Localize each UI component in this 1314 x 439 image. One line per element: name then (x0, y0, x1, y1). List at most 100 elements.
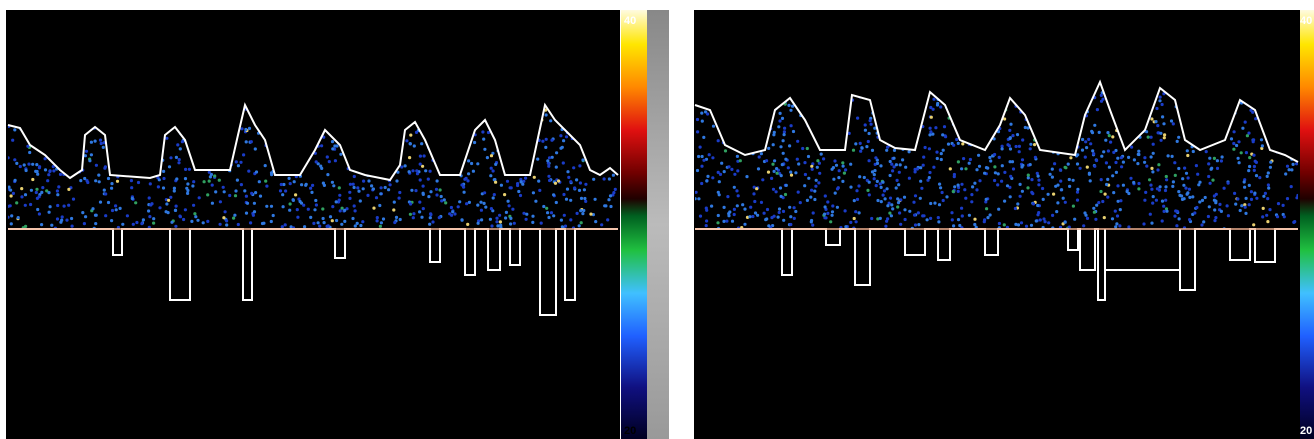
speckle-dot (1183, 166, 1187, 170)
speckle-dot (400, 165, 404, 169)
speckle-dot (110, 208, 115, 213)
speckle-dot (919, 166, 923, 170)
speckle-dot (730, 219, 735, 223)
speckle-dot (1003, 199, 1007, 203)
speckle-dot (38, 165, 42, 169)
speckle-dot (778, 111, 782, 115)
speckle-dot (1232, 141, 1236, 146)
speckle-dot (102, 188, 106, 192)
speckle-dot (9, 222, 13, 226)
speckle-dot (244, 194, 248, 198)
speckle-dot (765, 207, 770, 212)
speckle-dot (254, 170, 259, 174)
speckle-dot (1184, 171, 1189, 175)
speckle-dot (919, 179, 923, 183)
speckle-dot (1180, 197, 1185, 201)
speckle-dot (716, 139, 720, 143)
speckle-dot (1014, 222, 1018, 226)
speckle-dot (736, 169, 740, 173)
speckle-dot (977, 153, 981, 157)
speckle-dot (1150, 166, 1154, 170)
speckle-dot (770, 176, 774, 180)
speckle-dot (960, 206, 964, 210)
speckle-dot (1091, 149, 1095, 153)
speckle-dot (10, 214, 14, 218)
speckle-dot (1248, 156, 1252, 160)
speckle-dot (483, 191, 487, 195)
speckle-dot (378, 224, 382, 228)
speckle-dot (1188, 218, 1192, 222)
speckle-dot (223, 210, 227, 214)
speckle-dot (319, 164, 323, 168)
speckle-dot (222, 216, 226, 220)
speckle-dot (1177, 190, 1181, 194)
speckle-dot (1127, 225, 1131, 229)
speckle-dot (854, 220, 858, 224)
speckle-dot (110, 182, 114, 186)
speckle-dot (1247, 183, 1251, 187)
speckle-dot (1157, 163, 1161, 167)
speckle-dot (29, 202, 33, 207)
speckle-dot (31, 177, 35, 182)
speckle-dot (1109, 140, 1113, 144)
speckle-dot (83, 154, 87, 158)
speckle-dot (70, 216, 74, 221)
speckle-dot (13, 158, 17, 162)
speckle-dot (1220, 155, 1224, 159)
speckle-dot (408, 212, 412, 216)
speckle-dot (567, 175, 571, 179)
speckle-dot (546, 211, 550, 215)
speckle-dot (752, 192, 756, 196)
speckle-dot (1159, 131, 1163, 135)
speckle-dot (1226, 181, 1230, 185)
speckle-dot (960, 214, 964, 218)
speckle-dot (1010, 160, 1015, 164)
speckle-dot (1154, 198, 1158, 202)
right-color-bar (1300, 10, 1314, 439)
speckle-dot (700, 119, 704, 123)
speckle-dot (913, 223, 918, 227)
speckle-dot (297, 197, 301, 201)
speckle-dot (1151, 142, 1155, 146)
speckle-dot (548, 178, 552, 183)
speckle-dot (1092, 210, 1096, 214)
speckle-dot (1023, 125, 1027, 130)
speckle-dot (522, 179, 526, 183)
speckle-dot (611, 193, 615, 197)
speckle-dot (956, 183, 960, 187)
speckle-dot (779, 145, 783, 149)
speckle-dot (1037, 178, 1041, 182)
speckle-dot (397, 196, 401, 200)
speckle-dot (771, 187, 776, 191)
upper-envelope (694, 79, 1299, 163)
speckle-dot (1119, 199, 1123, 203)
speckle-dot (1121, 183, 1125, 187)
speckle-dot (923, 145, 927, 150)
speckle-dot (907, 150, 911, 154)
speckle-dot (704, 157, 709, 161)
speckle-dot (582, 208, 586, 213)
speckle-dot (1244, 211, 1248, 215)
speckle-dot (1150, 117, 1154, 121)
speckle-dot (187, 167, 191, 171)
speckle-dot (84, 215, 88, 219)
speckle-dot (789, 173, 794, 177)
speckle-dot (236, 222, 240, 227)
speckle-dot (868, 119, 872, 123)
speckle-dot (186, 182, 190, 186)
speckle-dot (167, 198, 171, 202)
speckle-dot (149, 203, 153, 207)
speckle-dot (314, 203, 318, 207)
speckle-dot (1151, 195, 1155, 199)
speckle-dot (1258, 176, 1262, 180)
speckle-dot (355, 221, 359, 225)
speckle-dot (1243, 205, 1247, 209)
speckle-dot (767, 224, 771, 228)
speckle-dot (28, 150, 32, 155)
speckle-dot (196, 218, 200, 222)
speckle-dot (1249, 108, 1253, 112)
speckle-dot (356, 186, 360, 190)
speckle-dot (752, 185, 756, 189)
speckle-dot (704, 224, 708, 228)
speckle-dot (148, 215, 152, 219)
